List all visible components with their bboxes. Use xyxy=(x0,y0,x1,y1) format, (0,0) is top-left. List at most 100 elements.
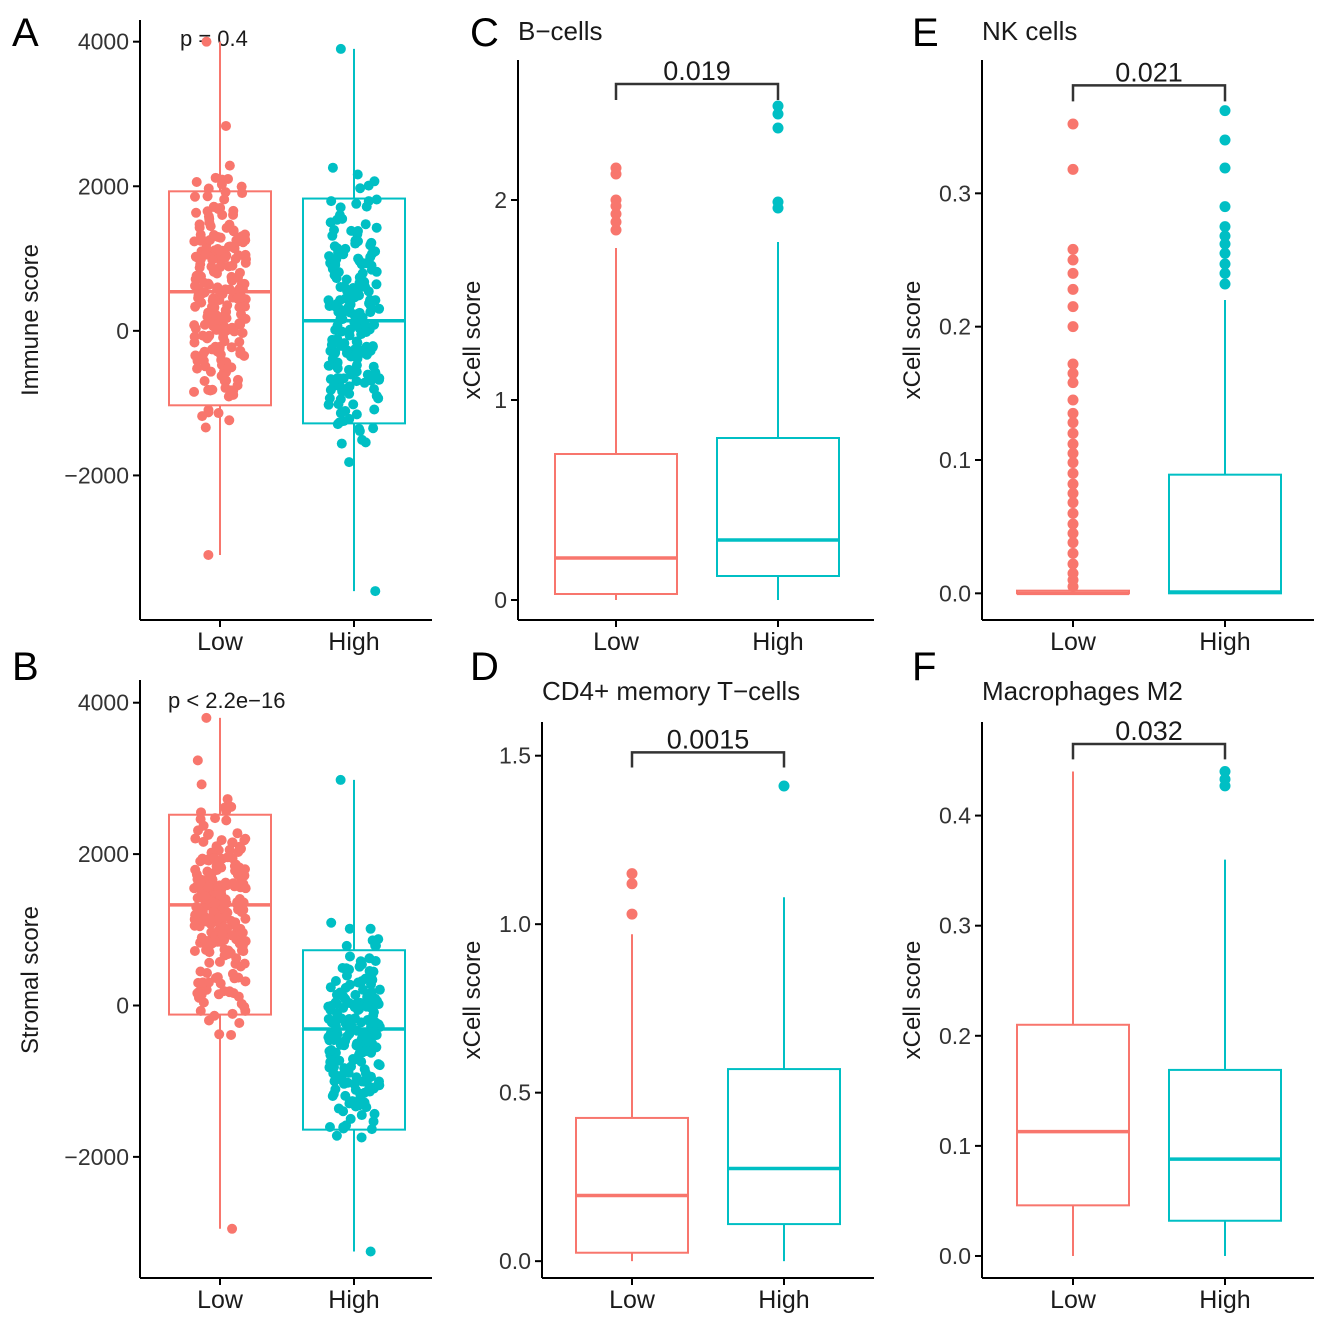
y-axis-label-c: xCell score xyxy=(459,281,486,400)
data-point xyxy=(335,774,346,785)
data-point xyxy=(198,997,209,1008)
data-point xyxy=(192,363,203,374)
outlier-point xyxy=(1067,507,1079,519)
data-point xyxy=(374,373,385,384)
data-point xyxy=(213,408,224,419)
data-point xyxy=(365,294,376,305)
data-point xyxy=(216,312,227,323)
y-tick-label: 0.4 xyxy=(939,803,971,829)
data-point xyxy=(366,1124,377,1135)
data-point xyxy=(194,262,205,273)
outlier-point xyxy=(1067,377,1079,389)
data-point xyxy=(198,820,209,831)
data-point xyxy=(226,930,237,941)
plot-area-a: −2000 0 2000 4000 Low High xyxy=(64,20,432,656)
data-point xyxy=(190,350,201,361)
data-point xyxy=(239,958,250,969)
jitter-points-low xyxy=(189,36,251,560)
data-point xyxy=(209,853,220,864)
data-point xyxy=(345,1020,356,1031)
x-tick-label-high: High xyxy=(752,628,803,656)
outlier-point xyxy=(1067,497,1079,509)
data-point xyxy=(326,196,337,207)
data-point xyxy=(355,183,366,194)
data-point xyxy=(333,399,344,410)
data-point xyxy=(229,326,240,337)
data-point xyxy=(219,802,230,813)
data-point xyxy=(215,978,226,989)
data-point xyxy=(224,160,235,171)
data-point xyxy=(334,373,345,384)
y-axis-label-b: Stromal score xyxy=(17,906,44,1054)
data-point xyxy=(363,196,374,207)
data-point xyxy=(326,1031,337,1042)
data-point xyxy=(210,813,221,824)
data-point xyxy=(203,549,214,560)
data-point xyxy=(350,989,361,1000)
data-point xyxy=(222,300,233,311)
significance-bracket-c: 0.019 xyxy=(614,56,780,100)
data-point xyxy=(219,336,230,347)
data-point xyxy=(326,917,337,928)
outlier-point xyxy=(1219,221,1231,233)
data-point xyxy=(353,1053,364,1064)
data-point xyxy=(189,331,200,342)
data-point xyxy=(327,162,338,173)
data-point xyxy=(358,984,369,995)
plot-area-b: −2000 0 2000 4000 Low High xyxy=(64,680,432,1314)
data-point xyxy=(336,438,347,449)
data-point xyxy=(360,258,371,269)
data-point xyxy=(328,1068,339,1079)
data-point xyxy=(374,303,385,314)
y-tick-label: 0.1 xyxy=(939,447,971,473)
data-point xyxy=(340,982,351,993)
data-point xyxy=(221,375,232,386)
data-point xyxy=(341,963,352,974)
data-point xyxy=(189,946,200,957)
data-point xyxy=(338,1122,349,1133)
bracket-p-value: 0.0015 xyxy=(667,724,750,754)
data-point xyxy=(343,1067,354,1078)
outlier-point xyxy=(1067,118,1079,130)
data-point xyxy=(368,1010,379,1021)
panel-label-c: C xyxy=(470,11,499,55)
data-point xyxy=(236,181,247,192)
data-point xyxy=(335,202,346,213)
box-iqr xyxy=(168,190,272,407)
outlier-point xyxy=(1067,254,1079,266)
bracket-line xyxy=(614,82,780,100)
significance-bracket-e: 0.021 xyxy=(1071,57,1227,102)
data-point xyxy=(357,434,368,445)
data-point xyxy=(351,360,362,371)
plot-area-d: 0.0 0.5 1.0 1.5 Low High 0.0015 xyxy=(499,722,874,1314)
data-point xyxy=(237,327,248,338)
outlier-point xyxy=(1067,447,1079,459)
data-point xyxy=(335,1039,346,1050)
plot-area-e: 0.0 0.1 0.2 0.3 Low High 0.021 xyxy=(939,57,1314,656)
bracket-line xyxy=(630,751,786,768)
data-point xyxy=(334,417,345,428)
data-point xyxy=(336,326,347,337)
data-point xyxy=(354,277,365,288)
outlier-point xyxy=(1067,417,1079,429)
y-axis-label-a: Immune score xyxy=(17,244,44,396)
box-iqr xyxy=(168,813,272,1016)
x-tick-label-low: Low xyxy=(593,628,640,656)
data-point xyxy=(191,270,202,281)
data-point xyxy=(348,309,359,320)
data-point xyxy=(191,908,202,919)
data-point xyxy=(364,965,375,976)
panel-b: B Stromal score p < 2.2e−16 xyxy=(12,645,285,1054)
data-point xyxy=(344,388,355,399)
outlier-point xyxy=(772,122,784,134)
outliers-high xyxy=(778,780,790,792)
outlier-point xyxy=(1067,407,1079,419)
p-value-a: p = 0.4 xyxy=(180,26,248,51)
data-point xyxy=(190,301,201,312)
chart-title-d: CD4+ memory T−cells xyxy=(542,676,800,706)
data-point xyxy=(333,307,344,318)
box-iqr xyxy=(554,453,678,595)
outlier-point xyxy=(1067,518,1079,530)
data-point xyxy=(354,426,365,437)
data-point xyxy=(341,940,352,951)
